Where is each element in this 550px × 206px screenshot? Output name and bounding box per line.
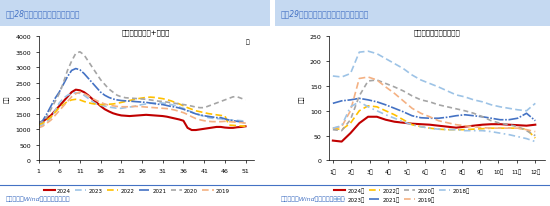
Text: 资料来源：Wind，国盛证券研究所: 资料来源：Wind，国盛证券研究所 xyxy=(280,195,345,201)
Title: 钢材库存（厂库+社库）: 钢材库存（厂库+社库） xyxy=(122,29,170,36)
Y-axis label: 万吨: 万吨 xyxy=(299,95,304,103)
Legend: 2024年, 2023年, 2022年, 2021年, 2020年, 2019年, 2018年: 2024年, 2023年, 2022年, 2021年, 2020年, 2019年… xyxy=(332,186,472,204)
Text: 图表29：近半月电解铝库存环比延续回落: 图表29：近半月电解铝库存环比延续回落 xyxy=(280,9,369,18)
Legend: 2024, 2023, 2022, 2021, 2020, 2019: 2024, 2023, 2022, 2021, 2020, 2019 xyxy=(41,186,232,195)
Text: 资料来源：Wind，国盛证券研究所: 资料来源：Wind，国盛证券研究所 xyxy=(6,195,70,201)
Y-axis label: 万吨: 万吨 xyxy=(4,95,10,103)
Text: 周: 周 xyxy=(246,40,250,45)
Text: 图表28：近半月钢材库存环比续降: 图表28：近半月钢材库存环比续降 xyxy=(6,9,80,18)
Title: 中国库存：电解铝：合计: 中国库存：电解铝：合计 xyxy=(414,29,460,36)
